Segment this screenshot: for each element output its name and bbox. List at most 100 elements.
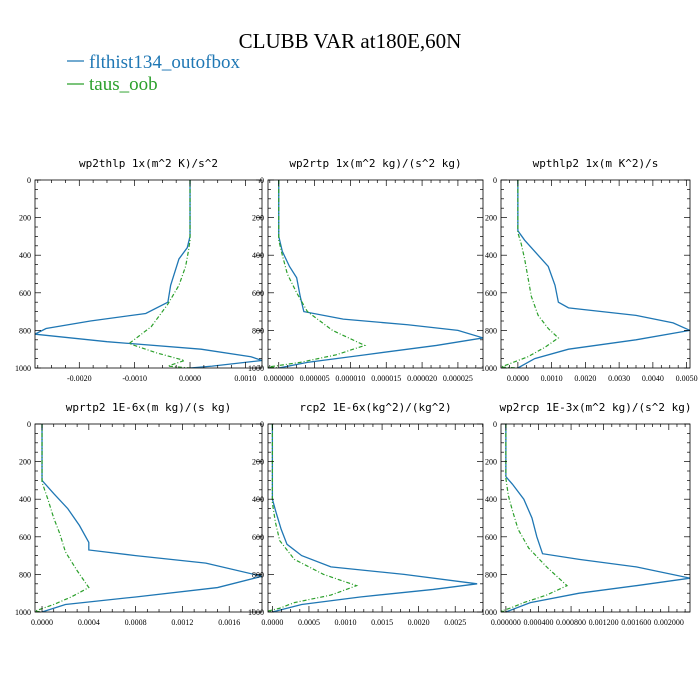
- x-tick-label: 0.000005: [300, 374, 330, 383]
- y-tick-label: 1000: [248, 608, 264, 617]
- y-tick-label: 200: [19, 214, 31, 223]
- series-line-taus-oob: [268, 180, 367, 368]
- x-tick-label: 0.002000: [654, 618, 684, 627]
- legend: flthist134_outofbox taus_oob: [67, 52, 240, 95]
- panel-1: wp2thlp 1x(m^2 K)/s^2 0 200 400 600 800 1000 -0…: [15, 157, 263, 383]
- series-line-flthist134: [505, 424, 690, 612]
- y-tick-label: 1000: [15, 608, 31, 617]
- y-tick-label: 200: [252, 214, 264, 223]
- y-tick-label: 800: [19, 570, 31, 579]
- panel-title: wp2thlp 1x(m^2 K)/s^2: [79, 157, 218, 170]
- x-tick-label: 0.0030: [608, 374, 630, 383]
- plot-frame: [267, 179, 484, 369]
- series-line-flthist134: [271, 424, 478, 612]
- y-tick-label: 800: [252, 326, 264, 335]
- y-tick-label: 0: [27, 176, 31, 185]
- plot-frame: [500, 423, 691, 613]
- x-tick-label: 0.0010: [541, 374, 563, 383]
- y-tick-label: 200: [252, 458, 264, 467]
- y-tick-label: 600: [252, 533, 264, 542]
- panel-title: wprtp2 1E-6x(m kg)/(s kg): [66, 401, 232, 414]
- plot-frame: [34, 179, 263, 369]
- legend-label-flthist134: flthist134_outofbox: [89, 52, 240, 73]
- y-tick-label: 400: [19, 495, 31, 504]
- y-tick-label: 200: [485, 458, 497, 467]
- x-tick-label: 0.0010: [234, 374, 256, 383]
- y-tick-label: 1000: [481, 608, 497, 617]
- panel-4: wprtp2 1E-6x(m kg)/(s kg) 0 200 400 600 800 10…: [15, 401, 263, 627]
- y-tick-label: 400: [19, 251, 31, 260]
- series-line-flthist134: [517, 180, 690, 368]
- series-line-flthist134: [35, 180, 262, 368]
- y-tick-label: 400: [485, 251, 497, 260]
- y-tick-label: 800: [19, 326, 31, 335]
- x-tick-label: 0.0016: [218, 618, 240, 627]
- y-tick-label: 0: [493, 176, 497, 185]
- x-tick-label: 0.0005: [298, 618, 320, 627]
- series-line-taus-oob: [501, 180, 560, 368]
- y-tick-label: 200: [19, 458, 31, 467]
- panel-title: wpthlp2 1x(m K^2)/s: [533, 157, 659, 170]
- x-tick-label: 0.0025: [444, 618, 466, 627]
- x-tick-label: 0.0008: [125, 618, 147, 627]
- panel-2: wp2rtp 1x(m^2 kg)/(s^2 kg) 0 200 400 600 800 1…: [248, 157, 484, 383]
- y-tick-label: 1000: [481, 364, 497, 373]
- panel-title: wp2rtp 1x(m^2 kg)/(s^2 kg): [289, 157, 461, 170]
- x-tick-label: -0.0020: [67, 374, 92, 383]
- panel-title: wp2rcp 1E-3x(m^2 kg)/(s^2 kg): [499, 401, 691, 414]
- x-tick-label: 0.000015: [371, 374, 401, 383]
- plot-frame: [267, 423, 484, 613]
- x-tick-label: 0.000010: [335, 374, 365, 383]
- x-tick-label: 0.0000: [261, 618, 283, 627]
- x-tick-label: 0.000000: [491, 618, 521, 627]
- x-tick-label: -0.0010: [122, 374, 147, 383]
- x-tick-label: 0.0000: [507, 374, 529, 383]
- y-tick-label: 0: [260, 176, 264, 185]
- figure-title: CLUBB VAR at180E,60N: [239, 29, 462, 53]
- x-tick-label: 0.000000: [264, 374, 294, 383]
- y-tick-label: 600: [485, 533, 497, 542]
- panel-grid: wp2thlp 1x(m^2 K)/s^2 0 200 400 600 800 1000 -0…: [15, 157, 698, 627]
- panel-6: wp2rcp 1E-3x(m^2 kg)/(s^2 kg)0 200 400 600 8…: [481, 401, 692, 627]
- x-tick-label: 0.000025: [443, 374, 473, 383]
- y-tick-label: 800: [485, 326, 497, 335]
- series-line-taus-oob: [127, 180, 191, 368]
- x-tick-label: 0.0020: [408, 618, 430, 627]
- x-tick-label: 0.0004: [78, 618, 100, 627]
- x-tick-label: 0.0020: [574, 374, 596, 383]
- x-tick-label: 0.0050: [676, 374, 698, 383]
- x-tick-label: 0.0012: [171, 618, 193, 627]
- y-tick-label: 800: [485, 570, 497, 579]
- x-tick-label: 0.001200: [589, 618, 619, 627]
- panel-3: wpthlp2 1x(m K^2)/s 0 200 400 600 800 1000 0.00…: [481, 157, 698, 383]
- x-tick-label: 0.0000: [179, 374, 201, 383]
- y-tick-label: 200: [485, 214, 497, 223]
- y-tick-label: 0: [260, 420, 264, 429]
- y-tick-label: 1000: [248, 364, 264, 373]
- series-line-flthist134: [278, 180, 483, 368]
- panel-5: rcp2 1E-6x(kg^2)/(kg^2) 0 200 400 600 800 1000…: [248, 401, 484, 627]
- x-tick-label: 0.000020: [407, 374, 437, 383]
- y-tick-label: 600: [485, 289, 497, 298]
- y-tick-label: 0: [27, 420, 31, 429]
- y-tick-label: 800: [252, 570, 264, 579]
- y-tick-label: 0: [493, 420, 497, 429]
- y-tick-label: 600: [252, 289, 264, 298]
- x-tick-label: 0.0000: [31, 618, 53, 627]
- x-tick-label: 0.0010: [335, 618, 357, 627]
- y-tick-label: 600: [19, 289, 31, 298]
- series-line-taus-oob: [501, 424, 569, 612]
- y-tick-label: 400: [252, 251, 264, 260]
- y-tick-label: 600: [19, 533, 31, 542]
- y-tick-label: 1000: [15, 364, 31, 373]
- plot-frame: [500, 179, 691, 369]
- plot-frame: [34, 423, 263, 613]
- series-line-taus-oob: [268, 424, 359, 612]
- x-tick-label: 0.0040: [642, 374, 664, 383]
- series-line-flthist134: [41, 424, 262, 612]
- x-tick-label: 0.000800: [556, 618, 586, 627]
- y-tick-label: 400: [485, 495, 497, 504]
- x-tick-label: 0.0015: [371, 618, 393, 627]
- x-tick-label: 0.001600: [621, 618, 651, 627]
